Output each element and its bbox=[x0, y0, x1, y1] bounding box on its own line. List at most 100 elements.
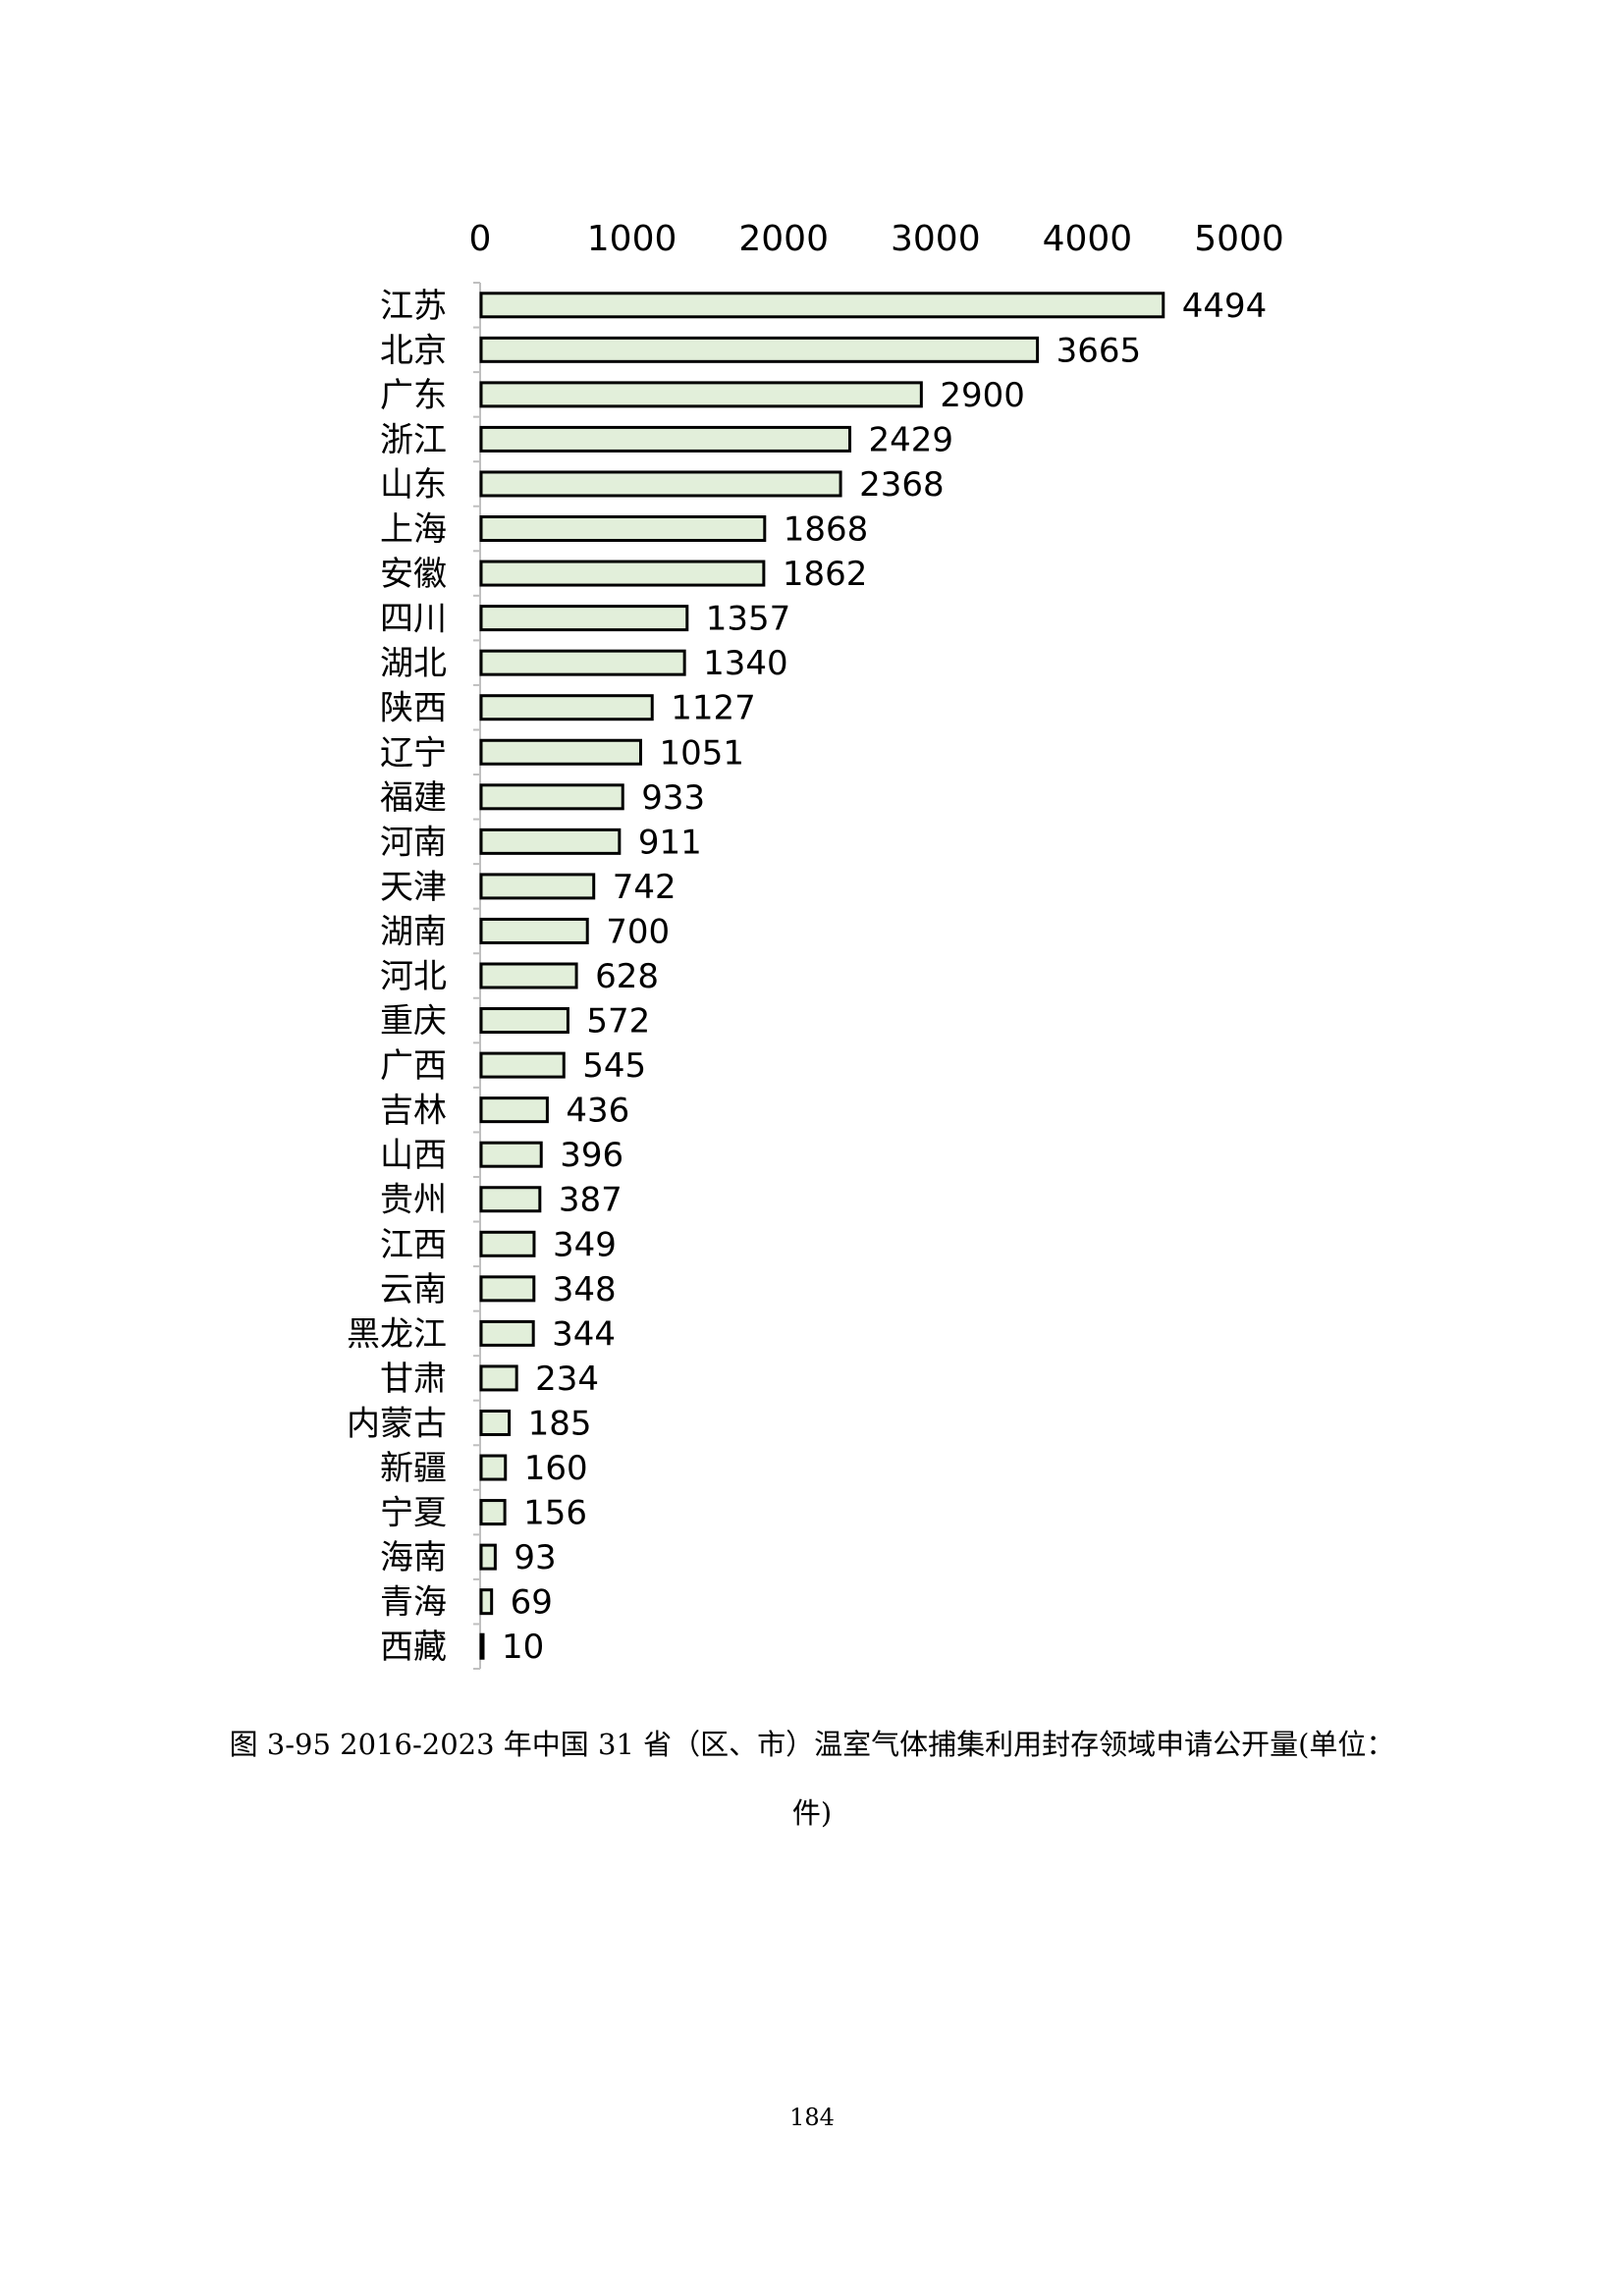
bar bbox=[479, 1454, 508, 1481]
bar bbox=[479, 605, 689, 632]
bar bbox=[479, 560, 766, 587]
category-label: 重庆 bbox=[380, 1002, 447, 1041]
category-label: 吉林 bbox=[380, 1092, 447, 1131]
category-label: 江西 bbox=[380, 1225, 447, 1264]
value-label: 349 bbox=[553, 1225, 617, 1264]
bar bbox=[479, 694, 654, 721]
category-label: 云南 bbox=[380, 1270, 447, 1309]
bar bbox=[479, 1051, 566, 1079]
x-tick-label: 5000 bbox=[1194, 219, 1284, 259]
figure-caption-line-1: 图 3-95 2016-2023 年中国 31 省（区、市）温室气体捕集利用封存… bbox=[229, 1728, 1395, 1761]
bar bbox=[479, 917, 589, 944]
value-label: 1868 bbox=[784, 510, 869, 550]
bar bbox=[479, 962, 578, 989]
category-label: 江苏 bbox=[380, 287, 447, 326]
value-label: 10 bbox=[502, 1628, 544, 1667]
category-label: 陕西 bbox=[380, 689, 447, 728]
value-label: 700 bbox=[606, 912, 670, 951]
value-label: 933 bbox=[641, 778, 705, 818]
value-label: 1340 bbox=[703, 644, 788, 683]
bar bbox=[479, 873, 596, 900]
category-label: 浙江 bbox=[380, 420, 447, 459]
value-label: 545 bbox=[582, 1046, 646, 1086]
category-label: 青海 bbox=[380, 1583, 447, 1623]
bar bbox=[479, 783, 624, 811]
category-label: 北京 bbox=[380, 331, 447, 370]
category-label: 广东 bbox=[380, 376, 447, 415]
figure-caption-line-2: 件) bbox=[791, 1796, 833, 1830]
bar bbox=[479, 425, 852, 453]
value-label: 628 bbox=[595, 957, 659, 996]
bar bbox=[479, 1499, 507, 1526]
value-label: 93 bbox=[514, 1538, 556, 1577]
bar bbox=[479, 1275, 536, 1303]
value-label: 2368 bbox=[859, 465, 945, 505]
value-label: 742 bbox=[613, 868, 677, 907]
value-label: 69 bbox=[511, 1583, 553, 1623]
category-label: 安徽 bbox=[380, 555, 447, 594]
value-label: 387 bbox=[559, 1181, 623, 1220]
category-label: 辽宁 bbox=[380, 733, 447, 773]
bar bbox=[479, 1096, 549, 1124]
value-label: 3665 bbox=[1056, 331, 1142, 370]
value-label: 1051 bbox=[659, 733, 744, 773]
bar bbox=[479, 649, 686, 676]
category-label: 天津 bbox=[380, 868, 447, 907]
bar bbox=[479, 1230, 536, 1257]
category-label: 贵州 bbox=[380, 1181, 447, 1220]
value-label: 234 bbox=[535, 1360, 599, 1399]
value-labels: 4494 3665 2900 2429 2368 1868 1862 1357 1340 1127… bbox=[502, 287, 1267, 1667]
value-label: 1357 bbox=[706, 600, 791, 639]
x-tick-label: 0 bbox=[469, 219, 492, 259]
bar bbox=[479, 1007, 569, 1035]
bar bbox=[479, 1186, 542, 1213]
y-axis-tick-marks bbox=[473, 282, 480, 1670]
value-label: 185 bbox=[528, 1404, 592, 1443]
value-label: 160 bbox=[524, 1449, 588, 1488]
category-label: 福建 bbox=[380, 778, 447, 818]
category-label: 新疆 bbox=[380, 1449, 447, 1488]
category-label: 甘肃 bbox=[380, 1360, 447, 1399]
page-number: 184 bbox=[789, 2104, 835, 2131]
category-label: 广西 bbox=[380, 1046, 447, 1086]
x-tick-labels: 0 1000 2000 3000 4000 5000 bbox=[469, 219, 1284, 259]
category-label: 黑龙江 bbox=[347, 1314, 447, 1354]
value-label: 156 bbox=[523, 1494, 587, 1533]
bar bbox=[479, 1319, 535, 1347]
x-tick-label: 4000 bbox=[1043, 219, 1133, 259]
bars bbox=[479, 292, 1165, 1660]
x-tick-label: 1000 bbox=[587, 219, 677, 259]
category-label: 海南 bbox=[380, 1538, 447, 1577]
bar bbox=[479, 1409, 512, 1436]
bar bbox=[479, 381, 923, 408]
bar bbox=[479, 1632, 485, 1660]
bar bbox=[479, 1364, 518, 1392]
bar bbox=[479, 828, 622, 855]
value-label: 911 bbox=[638, 823, 702, 862]
value-label: 4494 bbox=[1182, 287, 1268, 326]
value-label: 1127 bbox=[671, 689, 756, 728]
category-label: 山东 bbox=[380, 465, 447, 505]
bar bbox=[479, 470, 842, 498]
category-label: 四川 bbox=[380, 600, 447, 639]
category-label: 河南 bbox=[380, 823, 447, 862]
value-label: 436 bbox=[566, 1092, 629, 1131]
value-label: 2429 bbox=[869, 420, 954, 459]
bar bbox=[479, 336, 1040, 363]
bar-chart: 0 1000 2000 3000 4000 5000 江苏北京广东浙江山东上海安徽四川湖北… bbox=[347, 219, 1284, 1670]
category-label: 上海 bbox=[380, 510, 447, 550]
value-label: 1862 bbox=[783, 555, 868, 594]
bar bbox=[479, 738, 642, 766]
category-label: 河北 bbox=[380, 957, 447, 996]
value-label: 396 bbox=[560, 1136, 623, 1175]
bar bbox=[479, 1543, 497, 1571]
value-label: 344 bbox=[552, 1314, 616, 1354]
category-label: 山西 bbox=[380, 1136, 447, 1175]
x-tick-label: 2000 bbox=[738, 219, 829, 259]
bar bbox=[479, 1141, 543, 1168]
category-label: 宁夏 bbox=[380, 1494, 447, 1533]
value-label: 2900 bbox=[940, 376, 1025, 415]
category-labels: 江苏北京广东浙江山东上海安徽四川湖北陕西辽宁福建河南天津湖南河北重庆广西吉林山西… bbox=[347, 287, 447, 1667]
category-label: 西藏 bbox=[380, 1628, 447, 1667]
value-label: 348 bbox=[553, 1270, 617, 1309]
